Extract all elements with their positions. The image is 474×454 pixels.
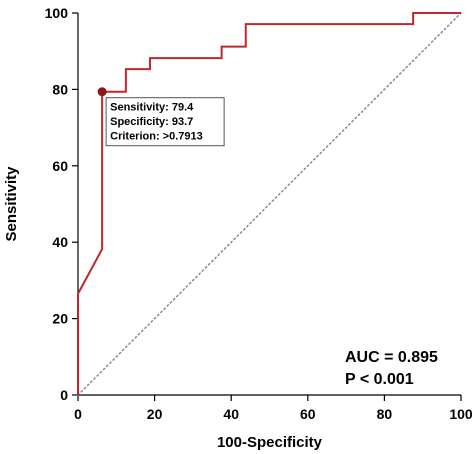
optimal-cutoff-point	[97, 87, 107, 97]
x-tick-label: 80	[377, 406, 393, 422]
p-value-label: P < 0.001	[345, 371, 414, 388]
x-tick-label: 60	[300, 406, 316, 422]
y-tick-label: 0	[60, 387, 68, 403]
x-tick-label: 20	[147, 406, 163, 422]
auc-label: AUC = 0.895	[345, 349, 438, 366]
y-tick-label: 40	[52, 234, 68, 250]
annotation-text: Sensitivity: 79.4	[110, 102, 194, 114]
x-tick-label: 0	[74, 406, 82, 422]
y-tick-label: 20	[52, 311, 68, 327]
y-axis-title: Sensitivity	[3, 166, 20, 242]
x-tick-label: 40	[223, 406, 239, 422]
reference-diagonal-line	[77, 12, 462, 396]
roc-curve-line	[77, 12, 461, 395]
x-tick-label: 100	[449, 406, 473, 422]
y-tick-label: 80	[52, 81, 68, 97]
annotation-text: Specificity: 93.7	[110, 116, 193, 128]
annotation-text: Criterion: >0.7913	[110, 131, 203, 143]
x-axis-title: 100-Specificity	[217, 434, 323, 451]
y-tick-label: 60	[52, 158, 68, 174]
annotation-box	[105, 97, 225, 147]
y-tick-label: 100	[45, 5, 69, 21]
